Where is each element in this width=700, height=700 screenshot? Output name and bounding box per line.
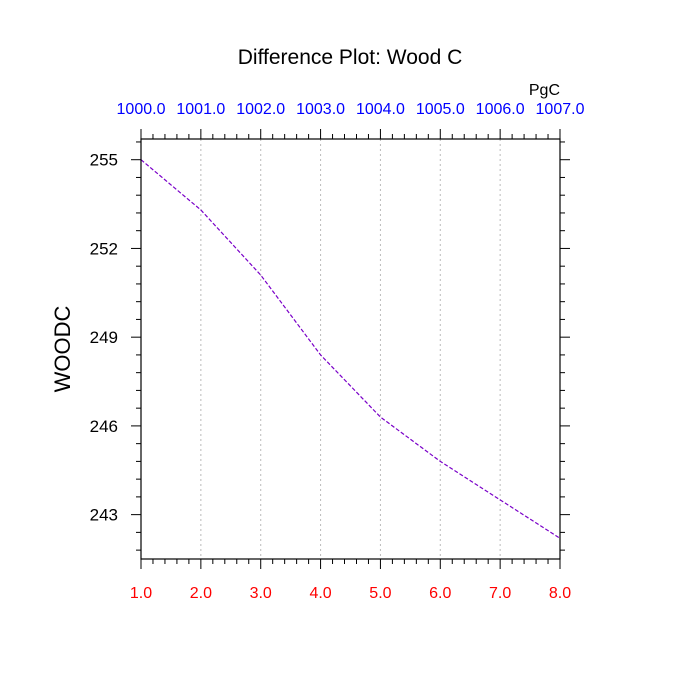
grid [200, 139, 501, 559]
top-tick-label-4: 1004.0 [356, 101, 405, 118]
series-layer [140, 159, 561, 539]
x-tick-label-6: 7.0 [489, 585, 511, 602]
y-tick-label-4: 255 [90, 151, 118, 170]
top-tick-label-0: 1000.0 [117, 101, 166, 118]
chart-title: Difference Plot: Wood C [238, 46, 463, 69]
y-tick-label-0: 243 [90, 506, 118, 525]
x-tick-label-7: 8.0 [549, 585, 571, 602]
y-tick-label-1: 246 [90, 417, 118, 436]
y-tick-label-3: 252 [90, 239, 118, 258]
x-tick-label-2: 3.0 [250, 585, 272, 602]
top-tick-label-6: 1006.0 [476, 101, 525, 118]
x-tick-label-0: 1.0 [130, 585, 152, 602]
x-tick-label-1: 2.0 [190, 585, 212, 602]
x-tick-label-3: 4.0 [309, 585, 331, 602]
top-tick-label-7: 1007.0 [536, 101, 585, 118]
top-tick-label-2: 1002.0 [236, 101, 285, 118]
plot-frame [140, 138, 561, 560]
tick-labels: 1.0 2.0 3.0 4.0 5.0 6.0 7.0 8.0 1000.0 1001.0 1002… [90, 101, 585, 602]
y-axis-label: WOODC [50, 306, 75, 393]
units-label: PgC [529, 82, 560, 99]
y-tick-label-2: 249 [90, 328, 118, 347]
x-tick-label-5: 6.0 [429, 585, 451, 602]
top-tick-label-5: 1005.0 [416, 101, 465, 118]
top-tick-label-3: 1003.0 [296, 101, 345, 118]
series-line-0 [140, 159, 561, 539]
top-tick-label-1: 1001.0 [176, 101, 225, 118]
x-tick-label-4: 5.0 [369, 585, 391, 602]
axes [131, 129, 570, 569]
